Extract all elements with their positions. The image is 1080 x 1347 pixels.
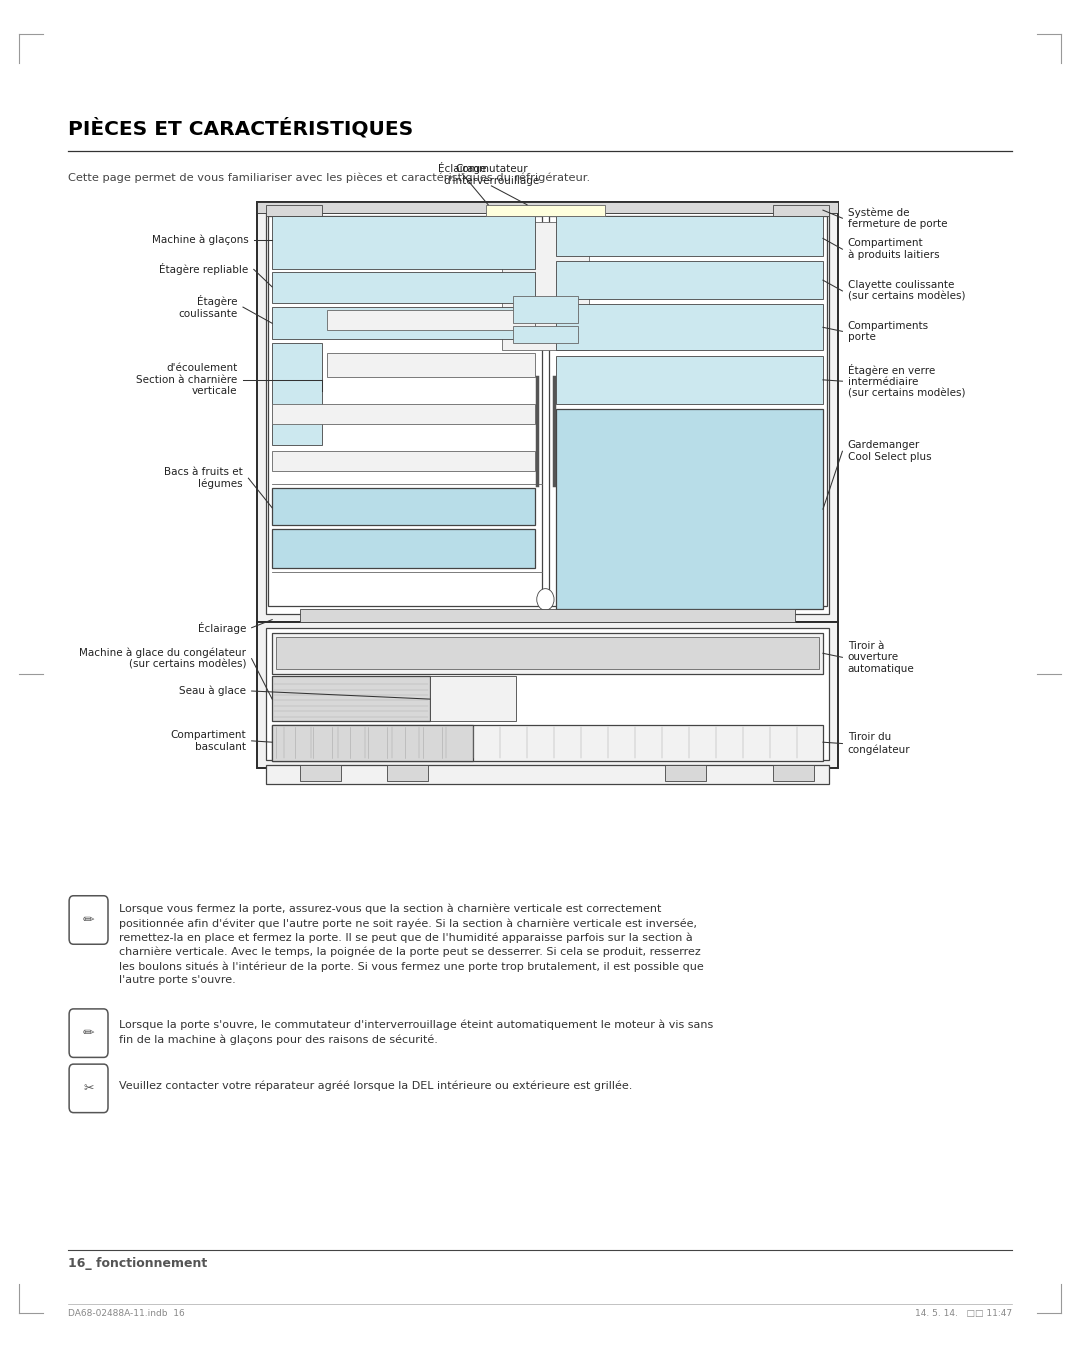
Text: Compartiment
à produits laitiers: Compartiment à produits laitiers (848, 238, 940, 260)
Bar (513, 296, 578, 323)
Bar (556, 304, 823, 350)
Text: ✏: ✏ (83, 1026, 94, 1040)
Text: Bacs à fruits et
légumes: Bacs à fruits et légumes (164, 467, 243, 489)
Bar (556, 356, 823, 404)
Bar (272, 725, 823, 761)
Bar (549, 216, 827, 606)
Bar (300, 765, 341, 781)
Text: Veuillez contacter votre réparateur agréé lorsque la DEL intérieure ou extérieur: Veuillez contacter votre réparateur agré… (119, 1080, 632, 1091)
Text: Gardemanger
Cool Select plus: Gardemanger Cool Select plus (848, 440, 931, 462)
Bar (266, 210, 829, 614)
Text: Compartiment
basculant: Compartiment basculant (171, 730, 246, 752)
Bar (486, 205, 605, 216)
Bar (272, 307, 535, 339)
Text: 16_ fonctionnement: 16_ fonctionnement (68, 1257, 207, 1270)
Bar (300, 609, 795, 622)
Text: Lorsque vous fermez la porte, assurez-vous que la section à charnière verticale : Lorsque vous fermez la porte, assurez-vo… (119, 904, 703, 985)
FancyBboxPatch shape (69, 896, 108, 944)
Text: ✂: ✂ (83, 1082, 94, 1095)
FancyBboxPatch shape (69, 1009, 108, 1057)
Bar (272, 272, 535, 303)
Circle shape (537, 589, 554, 610)
FancyBboxPatch shape (69, 1064, 108, 1113)
Text: Seau à glace: Seau à glace (179, 686, 246, 696)
Bar (257, 202, 838, 213)
Bar (272, 404, 535, 424)
Bar (257, 622, 838, 768)
Bar (327, 353, 535, 377)
Bar (556, 261, 823, 299)
Bar (387, 765, 428, 781)
Text: Machine à glaçons: Machine à glaçons (151, 234, 248, 245)
Bar (272, 451, 535, 471)
Bar (773, 205, 829, 216)
Bar (257, 202, 838, 622)
Bar (268, 216, 542, 606)
Bar (272, 488, 535, 525)
Bar (665, 765, 706, 781)
Bar (513, 326, 578, 343)
Text: PIÈCES ET CARACTÉRISTIQUES: PIÈCES ET CARACTÉRISTIQUES (68, 119, 414, 139)
Text: Cette page permet de vous familiariser avec les pièces et caractéristiques du ré: Cette page permet de vous familiariser a… (68, 172, 590, 183)
Bar (276, 637, 819, 669)
Text: Étagère
coulissante: Étagère coulissante (178, 295, 238, 319)
Text: Système de
fermeture de porte: Système de fermeture de porte (848, 207, 947, 229)
Bar (556, 409, 823, 609)
Text: Éclairage: Éclairage (198, 622, 246, 633)
Bar (272, 633, 823, 674)
Text: Éclairage: Éclairage (438, 162, 486, 174)
Text: Étagère repliable: Étagère repliable (159, 264, 248, 275)
Text: 14. 5. 14.   □□ 11:47: 14. 5. 14. □□ 11:47 (915, 1309, 1012, 1319)
Text: Compartiments
porte: Compartiments porte (848, 321, 929, 342)
Bar (556, 216, 823, 256)
Bar (430, 676, 516, 721)
Bar (266, 205, 322, 216)
Text: d'écoulement
Section à charnière
verticale: d'écoulement Section à charnière vertica… (136, 364, 238, 396)
Bar (272, 676, 430, 721)
Bar (272, 343, 322, 445)
Text: DA68-02488A-11.indb  16: DA68-02488A-11.indb 16 (68, 1309, 185, 1319)
Text: Clayette coulissante
(sur certains modèles): Clayette coulissante (sur certains modèl… (848, 280, 966, 302)
Text: Tiroir à
ouverture
automatique: Tiroir à ouverture automatique (848, 641, 915, 674)
Text: Machine à glace du congélateur
(sur certains modèles): Machine à glace du congélateur (sur cert… (79, 648, 246, 669)
Bar (272, 725, 473, 761)
Text: ✏: ✏ (83, 913, 94, 927)
Text: Étagère en verre
intermédiaire
(sur certains modèles): Étagère en verre intermédiaire (sur cert… (848, 364, 966, 399)
Bar (272, 529, 535, 568)
Bar (773, 765, 814, 781)
Text: Commutateur
d'interverrouillage: Commutateur d'interverrouillage (443, 164, 540, 186)
Bar (272, 216, 535, 269)
Bar (327, 310, 535, 330)
Bar (502, 222, 589, 350)
Text: Tiroir du
congélateur: Tiroir du congélateur (848, 733, 910, 754)
Bar (266, 765, 829, 784)
Text: Lorsque la porte s'ouvre, le commutateur d'interverrouillage éteint automatiquem: Lorsque la porte s'ouvre, le commutateur… (119, 1020, 713, 1044)
Bar (266, 628, 829, 760)
